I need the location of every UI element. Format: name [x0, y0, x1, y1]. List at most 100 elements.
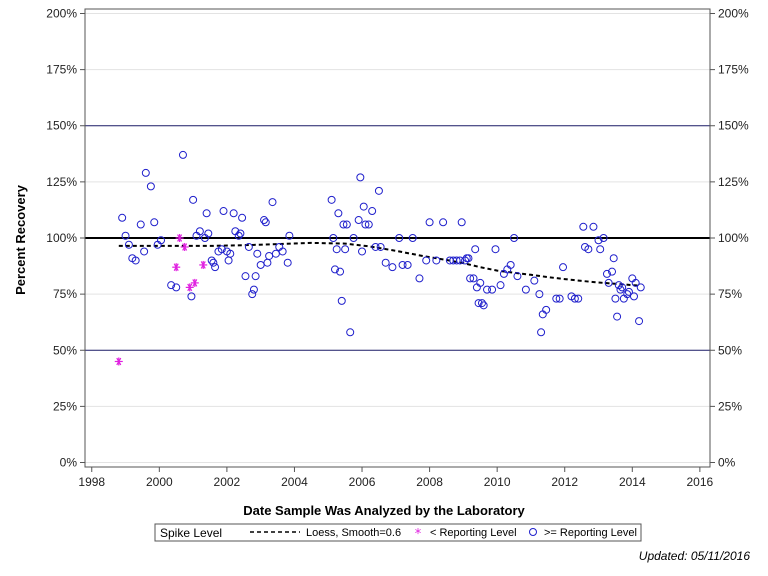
data-point-star-6 [199, 260, 208, 269]
data-point-circle-94 [466, 274, 475, 283]
data-point-circle-43 [260, 216, 269, 225]
data-point-circle-81 [415, 274, 424, 283]
data-point-circle-103 [488, 285, 497, 294]
data-point-circle-33 [234, 231, 243, 240]
legend-circle-swatch [529, 528, 537, 536]
data-point-circle-90 [457, 218, 466, 227]
data-point-circle-40 [251, 272, 260, 281]
legend: Spike Level Loess, Smooth=0.6 * < Report… [154, 523, 642, 542]
data-point-circle-65 [354, 216, 363, 225]
data-point-circle-4 [131, 256, 140, 265]
x-tick-label-2000: 2000 [146, 475, 173, 489]
legend-frame [154, 523, 642, 542]
data-point-circle-5 [136, 220, 145, 229]
reference-lines [85, 125, 710, 351]
updated-footnote: Updated: 05/11/2016 [639, 549, 751, 563]
x-tick-label-2012: 2012 [551, 475, 578, 489]
data-point-circle-11 [157, 236, 166, 245]
y-tick-right-label-150: 150% [718, 119, 749, 133]
data-point-circle-111 [521, 285, 530, 294]
data-points [114, 150, 645, 366]
data-point-circle-117 [552, 294, 561, 303]
data-point-circle-131 [604, 278, 613, 287]
data-point-circle-13 [172, 283, 181, 292]
data-point-circle-72 [371, 242, 380, 251]
data-point-circle-47 [268, 198, 277, 207]
y-axis-title: Percent Recovery [13, 184, 28, 295]
data-point-circle-112 [530, 276, 539, 285]
data-point-circle-102 [483, 285, 492, 294]
data-point-circle-8 [146, 182, 155, 191]
data-point-circle-119 [559, 263, 568, 272]
data-point-circle-27 [219, 207, 228, 216]
data-point-circle-110 [513, 272, 522, 281]
data-point-circle-12 [167, 281, 176, 290]
data-point-circle-143 [629, 292, 638, 301]
x-tick-label-1998: 1998 [78, 475, 105, 489]
grid-lines [85, 12, 710, 464]
data-point-circle-64 [349, 234, 358, 242]
data-point-circle-61 [341, 245, 350, 254]
data-point-circle-108 [506, 260, 515, 269]
data-point-circle-63 [346, 328, 355, 337]
data-point-circle-137 [616, 285, 625, 294]
data-point-circle-66 [356, 173, 365, 182]
data-point-circle-125 [584, 245, 593, 254]
data-point-circle-100 [477, 299, 486, 308]
data-point-circle-95 [469, 274, 478, 283]
data-point-circle-85 [439, 218, 448, 227]
data-point-circle-128 [596, 245, 605, 254]
data-point-star-4 [185, 283, 194, 292]
data-point-circle-60 [339, 220, 348, 229]
data-point-circle-31 [229, 209, 238, 218]
data-point-circle-14 [178, 150, 187, 159]
data-point-circle-53 [327, 195, 336, 204]
data-point-circle-74 [376, 242, 385, 251]
y-tick-right-label-50: 50% [718, 343, 742, 357]
data-point-circle-55 [331, 265, 339, 274]
data-point-circle-84 [432, 256, 441, 265]
data-point-circle-22 [207, 256, 216, 265]
x-tick-label-2006: 2006 [349, 475, 376, 489]
data-point-circle-113 [535, 290, 544, 299]
x-tick-label-2014: 2014 [619, 475, 646, 489]
data-point-star-5 [190, 278, 199, 287]
data-point-circle-52 [285, 231, 294, 240]
data-point-circle-130 [602, 269, 611, 278]
x-tick-label-2016: 2016 [687, 475, 714, 489]
data-point-circle-56 [332, 245, 341, 254]
y-axis-right-ticks: 0% 25% 50% 75% 100% 125% 150% 175% 200% [710, 6, 749, 470]
data-point-circle-77 [395, 234, 404, 242]
y-tick-right-label-25: 25% [718, 399, 742, 413]
data-point-circle-75 [381, 258, 390, 267]
x-tick-label-2008: 2008 [416, 475, 443, 489]
data-point-circle-16 [189, 195, 198, 204]
data-point-circle-2 [124, 240, 133, 249]
data-point-circle-93 [464, 254, 473, 263]
y-tick-right-label-0: 0% [718, 456, 736, 470]
data-point-circle-96 [471, 245, 480, 254]
data-point-circle-138 [618, 283, 627, 292]
y-tick-right-label-125: 125% [718, 175, 749, 189]
loess-curve [118, 241, 640, 287]
y-tick-left-label-50: 50% [53, 343, 77, 357]
y-tick-left-label-100: 100% [46, 231, 77, 245]
y-tick-left-label-25: 25% [53, 399, 77, 413]
data-point-circle-57 [334, 209, 343, 218]
data-point-circle-80 [408, 234, 417, 242]
data-point-circle-6 [140, 247, 149, 256]
data-point-circle-7 [141, 168, 150, 177]
y-tick-right-label-200: 200% [718, 6, 749, 20]
y-tick-left-label-125: 125% [46, 175, 77, 189]
data-point-circle-21 [204, 229, 213, 238]
data-point-circle-23 [209, 258, 218, 267]
data-point-circle-99 [476, 278, 485, 287]
x-tick-label-2002: 2002 [214, 475, 241, 489]
legend-star-label: < Reporting Level [430, 527, 517, 539]
data-point-circle-98 [474, 299, 483, 308]
y-tick-left-label-75: 75% [53, 287, 77, 301]
data-point-circle-118 [555, 294, 564, 303]
legend-circle-label: >= Reporting Level [544, 527, 637, 539]
x-axis-ticks: 1998 2000 2002 2004 2006 2008 2010 2012 2014 2016 [78, 467, 714, 489]
